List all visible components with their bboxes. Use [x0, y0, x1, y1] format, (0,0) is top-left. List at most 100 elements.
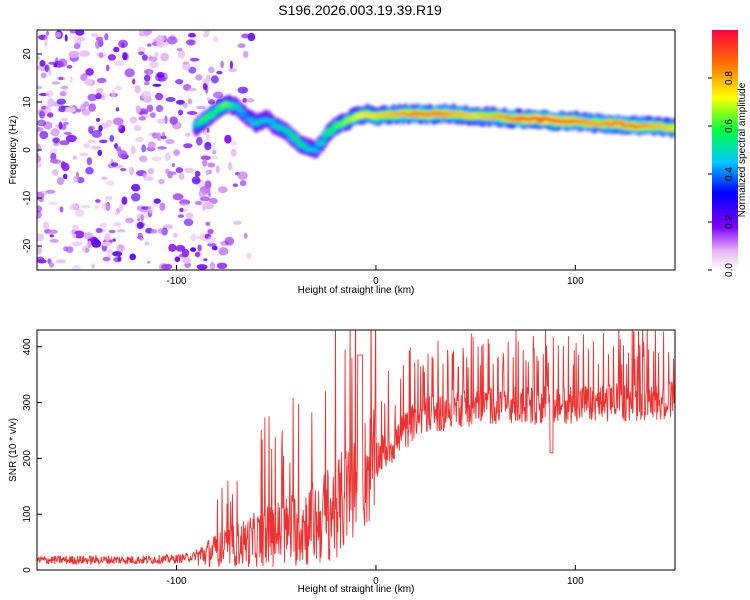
- noise-blob: [202, 158, 208, 167]
- noise-blob: [195, 74, 203, 81]
- noise-blob: [49, 262, 55, 268]
- noise-blob: [105, 64, 110, 72]
- noise-blob: [63, 131, 72, 136]
- noise-blob: [60, 85, 69, 90]
- spectrogram-x-axis-label: Height of straight line (km): [298, 285, 415, 296]
- noise-blob: [107, 248, 113, 258]
- noise-blob: [104, 33, 109, 41]
- noise-blob: [55, 31, 62, 38]
- noise-blob: [109, 134, 115, 143]
- noise-blob: [59, 206, 64, 213]
- colorbar-tick-label: 0.8: [724, 71, 735, 85]
- y-tick-label: 400: [22, 338, 33, 355]
- noise-blob: [239, 180, 247, 187]
- noise-blob: [63, 121, 69, 126]
- noise-blob: [188, 66, 197, 74]
- noise-blob: [224, 134, 232, 144]
- noise-blob: [144, 241, 150, 246]
- noise-blob: [243, 232, 248, 239]
- y-tick-label: -20: [22, 238, 33, 253]
- noise-blob: [49, 131, 60, 136]
- spectrogram-ridge-layer: [192, 94, 675, 159]
- noise-blob: [241, 33, 250, 39]
- noise-blob: [114, 85, 122, 91]
- noise-blob: [55, 259, 67, 264]
- y-tick-label: 300: [22, 394, 33, 411]
- noise-blob: [160, 264, 171, 270]
- noise-blob: [37, 155, 42, 163]
- noise-blob: [105, 119, 113, 127]
- ridge-mark: [291, 136, 300, 141]
- noise-blob: [58, 76, 64, 81]
- noise-blob: [153, 198, 161, 204]
- snr-x-ticks: -100 0 100: [167, 565, 584, 587]
- noise-blob: [42, 221, 50, 230]
- noise-blob: [232, 220, 242, 225]
- noise-blob: [56, 177, 65, 186]
- noise-blob: [129, 166, 135, 176]
- noise-blob: [122, 52, 128, 61]
- noise-blob: [129, 253, 136, 261]
- noise-blob: [188, 87, 197, 92]
- noise-blob: [118, 39, 128, 48]
- noise-blob: [185, 212, 194, 219]
- noise-blob: [142, 172, 147, 178]
- noise-blob: [97, 149, 103, 156]
- noise-blob: [37, 85, 43, 90]
- noise-blob: [40, 72, 47, 79]
- spectrogram-y-axis-label: Frequency (Hz): [8, 116, 19, 185]
- noise-blob: [175, 79, 184, 85]
- noise-blob: [71, 264, 81, 270]
- noise-blob: [220, 60, 224, 68]
- noise-blob: [44, 64, 50, 73]
- noise-blob: [73, 175, 80, 183]
- noise-blob: [177, 214, 185, 218]
- figure-title: S196.2026.003.19.39.R19: [278, 2, 442, 18]
- noise-blob: [134, 85, 141, 94]
- y-tick-label: 10: [22, 96, 33, 108]
- noise-blob: [95, 92, 102, 100]
- noise-blob: [157, 228, 164, 234]
- y-tick-label: 100: [22, 505, 33, 522]
- noise-blob: [133, 125, 142, 131]
- noise-blob: [37, 233, 45, 242]
- noise-blob: [72, 155, 77, 160]
- noise-blob: [196, 264, 208, 270]
- noise-blob: [190, 247, 197, 252]
- noise-blob: [52, 137, 60, 144]
- noise-blob: [178, 173, 185, 180]
- noise-blob: [198, 190, 206, 198]
- noise-blob: [202, 201, 214, 209]
- noise-blob: [185, 39, 196, 46]
- noise-blob: [37, 55, 41, 61]
- noise-blob: [182, 61, 190, 65]
- noise-blob: [211, 150, 217, 155]
- x-tick-label: -100: [167, 576, 187, 587]
- colorbar-gradient: [712, 30, 738, 270]
- noise-blob: [156, 132, 162, 141]
- noise-blob: [51, 169, 59, 176]
- noise-blob: [213, 91, 224, 99]
- noise-blob: [129, 116, 137, 124]
- spectrogram-noise-layer: [37, 30, 256, 270]
- noise-blob: [175, 167, 184, 174]
- noise-blob: [112, 238, 116, 242]
- noise-blob: [190, 57, 200, 62]
- noise-blob: [175, 244, 186, 252]
- noise-blob: [88, 125, 95, 131]
- noise-blob: [206, 97, 210, 101]
- ridge-mark: [285, 130, 294, 135]
- noise-blob: [212, 142, 216, 151]
- noise-blob: [48, 68, 52, 76]
- noise-blob: [182, 257, 192, 264]
- noise-blob: [111, 89, 116, 98]
- noise-blob: [138, 116, 146, 121]
- noise-blob: [147, 43, 152, 47]
- noise-blob: [205, 169, 210, 176]
- noise-blob: [157, 118, 166, 124]
- noise-blob: [65, 106, 76, 113]
- noise-blob: [181, 248, 190, 258]
- noise-blob: [174, 256, 181, 263]
- y-tick-label: -10: [22, 190, 33, 205]
- noise-blob: [69, 203, 78, 211]
